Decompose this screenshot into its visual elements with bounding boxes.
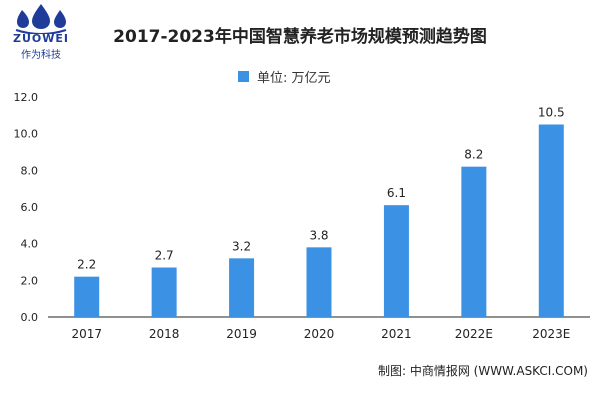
source-note: 制图: 中商情报网 (WWW.ASKCI.COM) [377,364,588,378]
y-tick-label: 12.0 [14,91,39,104]
x-tick-label: 2023E [532,327,570,341]
y-tick-label: 2.0 [21,274,39,287]
chart-legend: 单位: 万亿元 [238,68,331,86]
legend-swatch [238,70,249,82]
bar-value-label: 8.2 [464,148,483,162]
x-tick-label: 2020 [304,327,335,341]
logo-brand-text: ZUOWEI [13,32,69,45]
logo-brand-cn-text: 作为科技 [21,50,61,61]
y-tick-label: 10.0 [14,128,39,141]
chart-title: 2017-2023年中国智慧养老市场规模预测趋势图 [113,27,487,47]
company-logo: ZUOWEI 作为科技 [8,2,108,64]
y-tick-label: 0.0 [21,311,39,324]
bar-value-label: 3.2 [232,239,251,253]
x-tick-label: 2017 [71,327,102,341]
bar-2023E [538,124,564,317]
bar-value-label: 10.5 [538,106,565,120]
bar-2019 [229,258,255,317]
y-tick-label: 4.0 [21,238,39,251]
bar-2018 [151,267,177,317]
bar-value-label: 2.2 [77,258,96,272]
x-tick-label: 2018 [149,327,180,341]
bar-value-label: 6.1 [387,186,406,200]
x-tick-label: 2019 [226,327,257,341]
logo-mark-icon [15,4,67,34]
bar-2020 [306,247,332,317]
bar-value-label: 2.7 [155,249,174,263]
bar-2021 [383,205,409,317]
bar-2017 [74,276,100,317]
y-tick-label: 6.0 [21,201,39,214]
bar-2022E [461,166,487,317]
legend-label: 单位: 万亿元 [257,70,331,86]
y-tick-label: 8.0 [21,164,39,177]
x-tick-label: 2022E [455,327,493,341]
bar-value-label: 3.8 [309,228,328,242]
x-tick-label: 2021 [381,327,412,341]
